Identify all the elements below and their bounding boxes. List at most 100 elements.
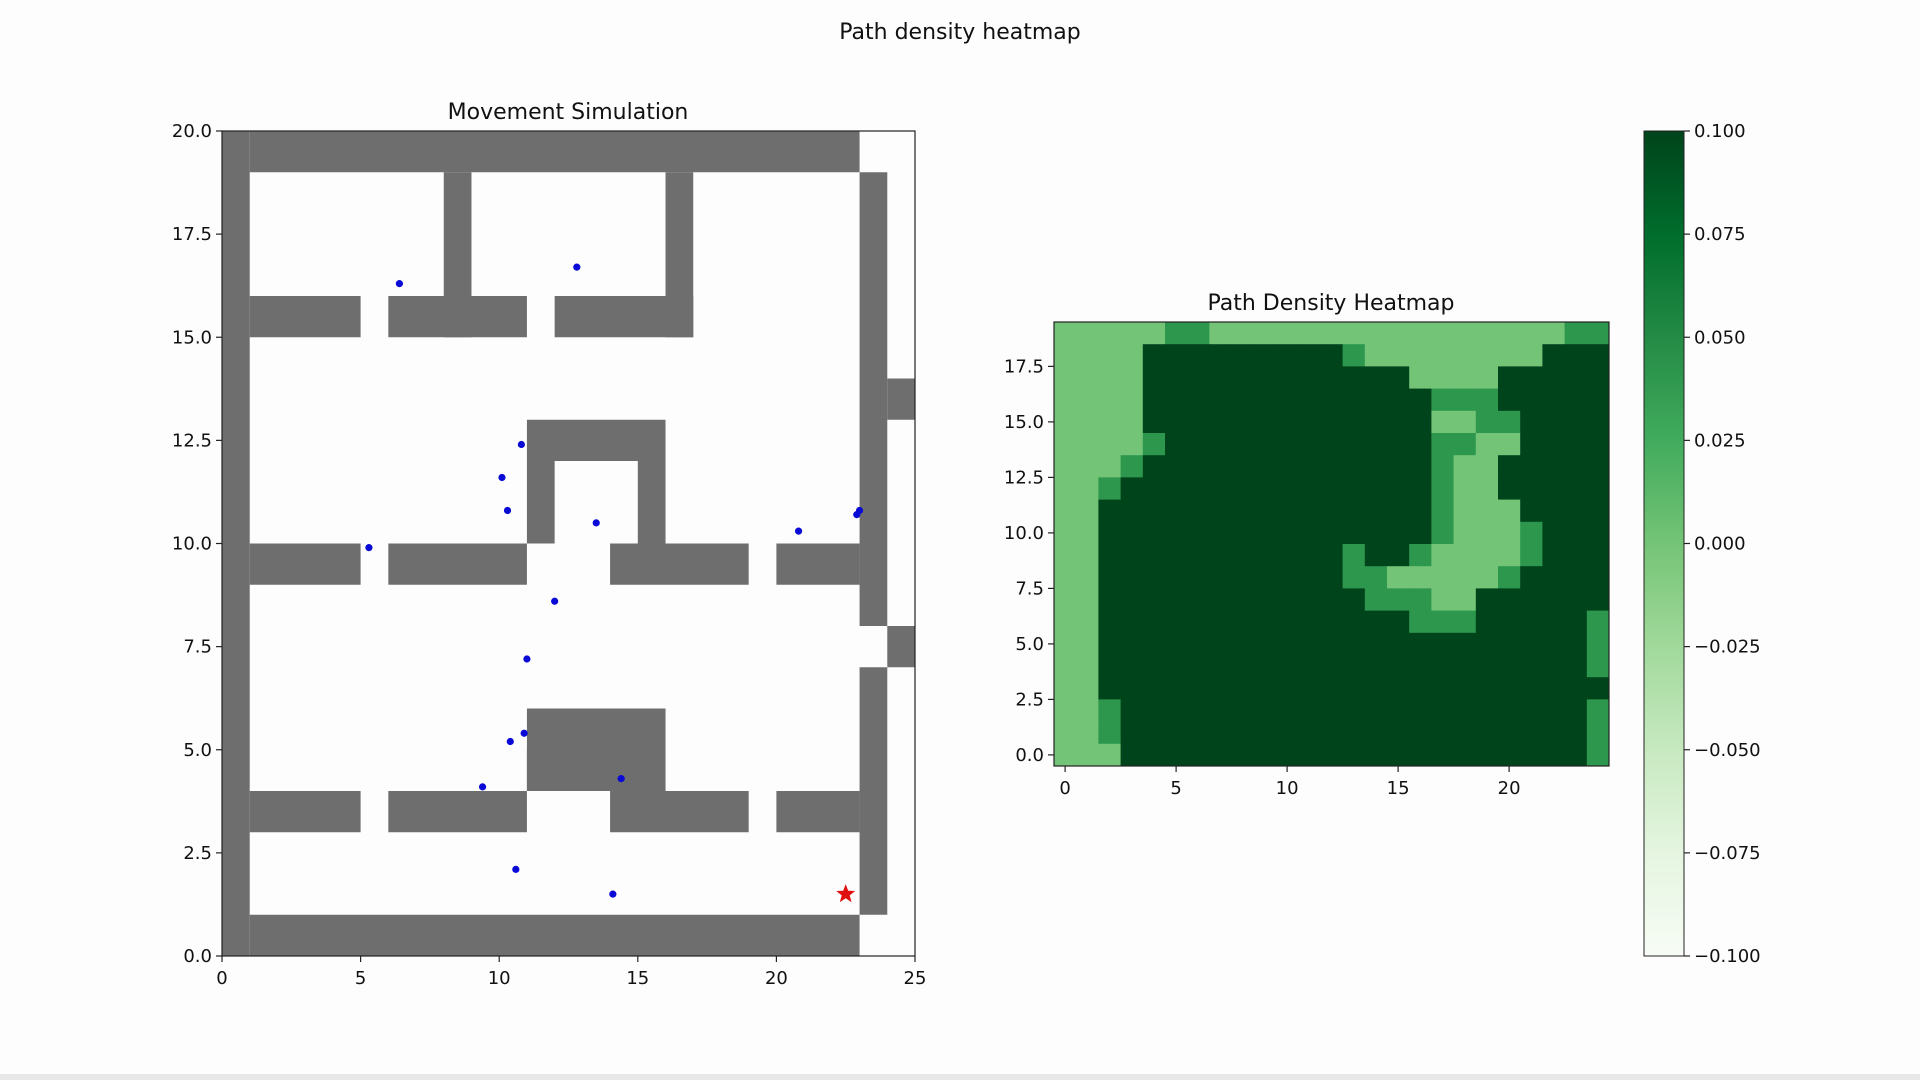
heatmap-cell — [1054, 566, 1077, 589]
heatmap-cell — [1231, 410, 1255, 434]
heatmap-cell — [1387, 588, 1410, 611]
heatmap-cell — [1542, 410, 1565, 434]
agent-point — [523, 655, 531, 663]
heatmap-cell — [1586, 677, 1610, 700]
heatmap-cell — [1586, 477, 1610, 500]
heatmap-cell — [1431, 699, 1454, 722]
heatmap-cell — [1498, 322, 1521, 345]
heatmap-cell — [1342, 322, 1366, 345]
heatmap-cell — [1298, 499, 1321, 523]
heatmap-cell — [1498, 743, 1521, 767]
x-tick-label: 20 — [765, 968, 788, 989]
agent-point — [551, 597, 559, 605]
heatmap-cell — [1498, 699, 1521, 722]
heatmap-cell — [1142, 677, 1166, 700]
heatmap-cell — [1187, 521, 1210, 545]
heatmap-cell — [1453, 410, 1477, 434]
heatmap-cell — [1187, 632, 1210, 656]
heatmap-cell — [1142, 410, 1166, 434]
agent-point — [503, 506, 512, 515]
colorbar-tick-label: 0.075 — [1694, 224, 1746, 245]
heatmap-cell — [1431, 588, 1454, 611]
heatmap-cell — [1475, 477, 1499, 500]
heatmap-cell — [1231, 610, 1255, 634]
heatmap-cell — [1498, 544, 1521, 567]
heatmap-cell — [1298, 410, 1321, 434]
heatmap-cell — [1387, 455, 1410, 478]
heatmap-cell — [1098, 610, 1121, 634]
heatmap-cell — [1165, 344, 1188, 367]
heatmap-cell — [1342, 544, 1366, 567]
heatmap-cell — [1431, 388, 1454, 412]
heatmap-cell — [1453, 743, 1477, 767]
heatmap-cell — [1209, 655, 1232, 678]
agent-point — [498, 473, 506, 482]
heatmap-cell — [1409, 655, 1432, 678]
heatmap-cell — [1098, 322, 1121, 345]
heatmap-cell — [1276, 699, 1299, 722]
heatmap-cell — [1142, 366, 1166, 389]
heatmap-cell — [1409, 433, 1432, 456]
heatmap-cell — [1520, 366, 1543, 389]
heatmap-cell — [1320, 388, 1343, 412]
heatmap-cell — [1387, 322, 1410, 345]
heatmap-cell — [1253, 544, 1277, 567]
wall-segment — [388, 791, 527, 833]
heatmap-cell — [1342, 566, 1366, 589]
heatmap-cell — [1098, 588, 1121, 611]
heatmap-cell — [1564, 344, 1588, 367]
heatmap-cell — [1520, 588, 1543, 611]
heatmap-cell — [1342, 610, 1366, 634]
agent-point — [609, 890, 617, 898]
heatmap-cell — [1165, 410, 1188, 434]
heatmap-cell — [1253, 588, 1277, 611]
heatmap-cell — [1364, 699, 1388, 722]
heatmap-y-tick-label: 2.5 — [1015, 689, 1044, 710]
agent-layer — [365, 263, 864, 898]
heatmap-cell — [1564, 544, 1588, 567]
heatmap-cell — [1098, 410, 1121, 434]
heatmap-cell — [1409, 521, 1432, 545]
heatmap-cell — [1276, 410, 1299, 434]
heatmap-y-tick-label: 10.0 — [1004, 523, 1044, 544]
heatmap-cell — [1475, 322, 1499, 345]
heatmap-cell — [1409, 344, 1432, 367]
heatmap-cell — [1054, 366, 1077, 389]
heatmap-cell — [1542, 721, 1565, 745]
heatmap-cell — [1187, 566, 1210, 589]
colorbar-tick-label: 0.100 — [1694, 121, 1746, 142]
wall-segment — [776, 791, 860, 833]
heatmap-cell — [1498, 632, 1521, 656]
heatmap-cell — [1342, 433, 1366, 456]
heatmap-cell — [1409, 499, 1432, 523]
heatmap-cell — [1298, 433, 1321, 456]
heatmap-cell — [1098, 655, 1121, 678]
heatmap-cell — [1187, 499, 1210, 523]
heatmap-cell — [1276, 433, 1299, 456]
heatmap-cell — [1187, 455, 1210, 478]
heatmap-cell — [1342, 588, 1366, 611]
heatmap-cell — [1586, 366, 1610, 389]
heatmap-cell — [1120, 699, 1144, 722]
heatmap-cell — [1187, 743, 1210, 767]
heatmap-cell — [1498, 566, 1521, 589]
heatmap-cell — [1320, 743, 1343, 767]
heatmap-cell — [1209, 477, 1232, 500]
heatmap-cell — [1209, 322, 1232, 345]
heatmap-cell — [1165, 566, 1188, 589]
heatmap-cell — [1209, 721, 1232, 745]
heatmap-cell — [1431, 677, 1454, 700]
heatmap-cell — [1387, 521, 1410, 545]
colorbar-tick-label: 0.025 — [1694, 430, 1746, 451]
heatmap-cell — [1342, 499, 1366, 523]
heatmap-cell — [1586, 655, 1610, 678]
heatmap-cell — [1276, 610, 1299, 634]
heatmap-cell — [1076, 699, 1099, 722]
heatmap-cell — [1520, 499, 1543, 523]
heatmap-cell — [1231, 322, 1255, 345]
heatmap-cell — [1586, 322, 1610, 345]
heatmap-cell — [1586, 388, 1610, 412]
heatmap-cell — [1342, 477, 1366, 500]
heatmap-cell — [1387, 410, 1410, 434]
heatmap-cell — [1165, 433, 1188, 456]
